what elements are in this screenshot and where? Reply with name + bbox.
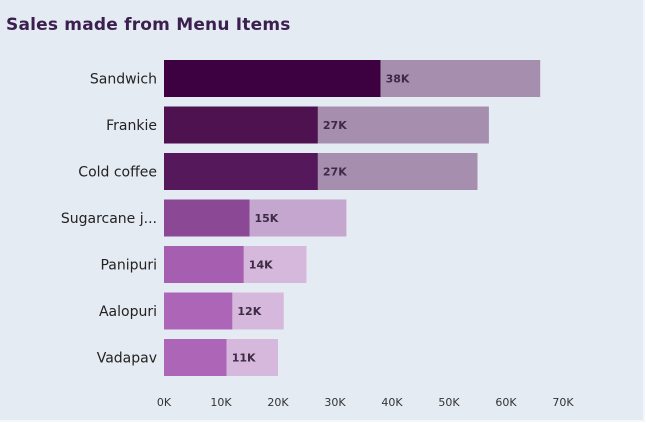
bar-segment-secondary: [249, 199, 347, 237]
x-tick-label: 50K: [438, 396, 460, 409]
x-tick-label: 20K: [267, 396, 289, 409]
bar-segment-primary: [164, 60, 381, 97]
data-label: 15K: [255, 212, 279, 225]
category-label: Vadapav: [97, 351, 157, 367]
chart-title: Sales made from Menu Items: [6, 15, 291, 35]
bar-segment-secondary: [232, 292, 284, 330]
data-label: 12K: [237, 305, 261, 318]
bar-segment-secondary: [317, 106, 489, 144]
x-tick-label: 60K: [495, 396, 517, 409]
data-label: 14K: [249, 259, 273, 272]
bar-segment-secondary: [226, 339, 278, 376]
category-label: Aalopuri: [99, 304, 157, 320]
category-label: Frankie: [106, 118, 157, 134]
x-tick-label: 10K: [210, 396, 232, 409]
bar-segment-primary: [164, 339, 227, 376]
data-label: 27K: [323, 166, 347, 179]
bar-segment-secondary: [243, 246, 307, 283]
bar-segment-primary: [164, 292, 233, 330]
x-tick-label: 40K: [381, 396, 403, 409]
category-label: Sandwich: [90, 72, 157, 88]
bar-segment-secondary: [380, 60, 541, 97]
category-label: Sugarcane j...: [61, 211, 157, 227]
bar-segment-primary: [164, 199, 250, 237]
data-label: 27K: [323, 119, 347, 132]
x-tick-label: 30K: [324, 396, 346, 409]
x-tick-label: 0K: [157, 396, 172, 409]
bar-segment-primary: [164, 246, 244, 283]
bar-segment-primary: [164, 153, 318, 190]
category-label: Panipuri: [100, 258, 157, 274]
category-label: Cold coffee: [78, 165, 157, 181]
bar-segment-secondary: [317, 153, 478, 190]
x-tick-label: 70K: [552, 396, 574, 409]
data-label: 11K: [232, 352, 256, 365]
data-label: 38K: [386, 73, 410, 86]
bar-segment-primary: [164, 106, 318, 144]
